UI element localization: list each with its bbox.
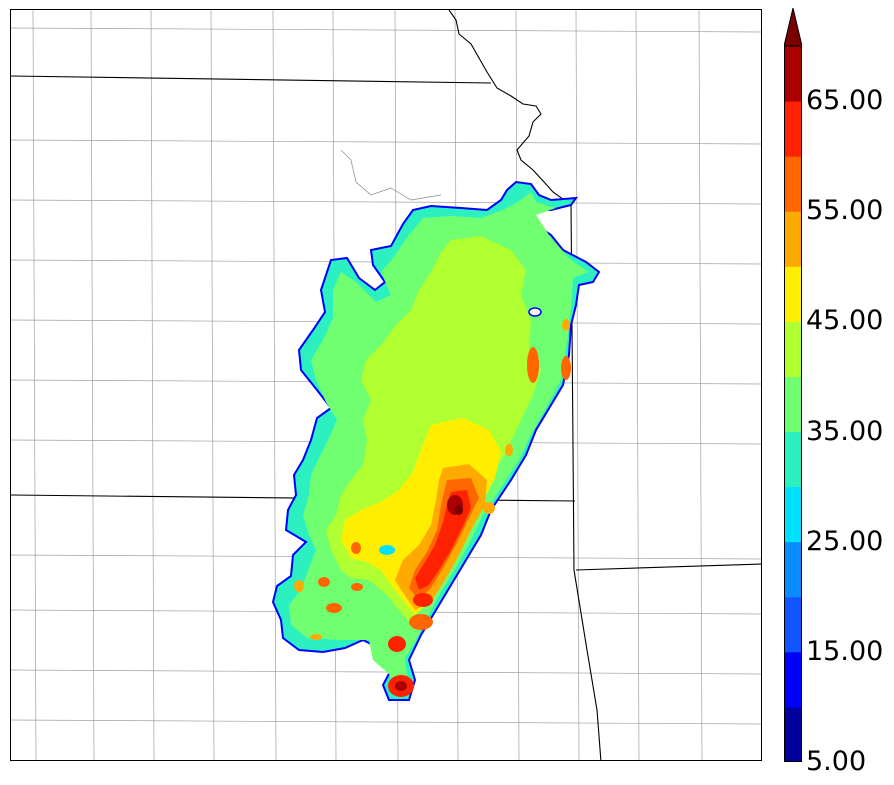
colorbar-segment: [784, 211, 802, 267]
cell-south-3: [409, 614, 433, 630]
cell-west-6: [351, 542, 361, 554]
cell-east-2: [561, 356, 571, 380]
cell-center-1: [505, 444, 513, 456]
cell-south-2: [388, 636, 406, 652]
colorbar-segment: [784, 156, 802, 212]
county-line: [90, 10, 95, 760]
colorbar-segment: [784, 596, 802, 653]
colorbar-frame: [784, 45, 802, 762]
county-line: [150, 10, 155, 760]
cell-south-1-core: [395, 681, 407, 691]
county-line: [698, 10, 703, 760]
county-line: [210, 10, 215, 760]
colorbar-segment: [784, 101, 802, 157]
nebraska-kansas-border: [11, 75, 492, 84]
colorbar-segment: [784, 376, 802, 433]
colorbar-extend-arrow: [784, 8, 802, 47]
colorbar-segment: [784, 486, 802, 543]
map-canvas: [11, 10, 761, 760]
missouri-river-border: [448, 10, 572, 207]
nebraska-west-river: [340, 149, 442, 201]
cell-east-3: [562, 319, 570, 331]
map-panel: [10, 9, 762, 761]
county-line: [11, 719, 761, 725]
colorbar-bar: [784, 8, 802, 762]
cell-center-2: [310, 634, 322, 640]
reflectivity-core-2: [455, 505, 463, 515]
county-line: [32, 10, 37, 760]
cell-center-3: [379, 545, 395, 555]
colorbar-tick-label: 65.00: [806, 85, 884, 117]
colorbar-tick-label: 15.00: [806, 635, 884, 667]
cell-notch: [528, 307, 542, 317]
county-line: [11, 139, 761, 145]
oklahoma-arkansas-border: [573, 569, 602, 760]
county-line: [11, 27, 761, 33]
cell-south-4: [413, 593, 433, 607]
county-line: [272, 10, 277, 760]
colorbar-tick-label: 5.00: [806, 746, 867, 777]
colorbar-tick-label: 45.00: [806, 305, 884, 337]
cell-west-2: [326, 603, 342, 613]
reflectivity-60: [415, 490, 471, 590]
colorbar-segment: [784, 46, 802, 102]
county-line: [575, 10, 580, 760]
cell-west-5: [483, 502, 495, 514]
reflectivity-field: [271, 180, 601, 701]
colorbar-segment: [784, 541, 802, 598]
county-line: [635, 10, 640, 760]
missouri-arkansas-border: [575, 563, 761, 571]
colorbar-segment: [784, 266, 802, 322]
cell-west-4: [351, 583, 363, 591]
colorbar-segment: [784, 651, 802, 708]
colorbar-segment: [784, 431, 802, 488]
colorbar-segment: [784, 321, 802, 377]
county-line: [11, 199, 761, 205]
colorbar-tick-label: 25.00: [806, 525, 884, 557]
colorbar-segment: [784, 706, 802, 762]
colorbar-tick-label: 55.00: [806, 195, 884, 227]
cell-west-1: [318, 577, 330, 587]
cell-east-1: [527, 347, 539, 383]
colorbar-tick-label: 35.00: [806, 415, 884, 447]
cell-west-3: [294, 580, 304, 592]
